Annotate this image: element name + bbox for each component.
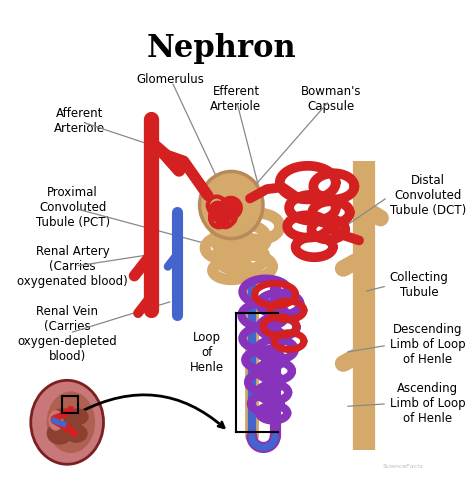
- Text: Collecting
Tubule: Collecting Tubule: [390, 271, 449, 299]
- Ellipse shape: [31, 380, 103, 464]
- Text: Bowman's
Capsule: Bowman's Capsule: [301, 85, 361, 113]
- Text: Afferent
Arteriole: Afferent Arteriole: [54, 107, 105, 135]
- Text: Nephron: Nephron: [146, 34, 296, 65]
- Text: Proximal
Convoluted
Tubule (PCT): Proximal Convoluted Tubule (PCT): [36, 186, 110, 229]
- Bar: [62, 396, 78, 413]
- Text: Renal Vein
(Carries
oxygen-depleted
blood): Renal Vein (Carries oxygen-depleted bloo…: [17, 305, 117, 363]
- Text: Descending
Limb of Loop
of Henle: Descending Limb of Loop of Henle: [390, 323, 465, 366]
- Ellipse shape: [65, 424, 88, 443]
- Ellipse shape: [46, 423, 73, 445]
- Text: Loop
of
Henle: Loop of Henle: [190, 331, 224, 374]
- Text: Glomerulus: Glomerulus: [137, 72, 205, 86]
- Ellipse shape: [62, 417, 76, 432]
- Ellipse shape: [200, 172, 263, 239]
- Ellipse shape: [50, 408, 74, 427]
- Circle shape: [215, 204, 232, 221]
- Text: Ascending
Limb of Loop
of Henle: Ascending Limb of Loop of Henle: [390, 382, 465, 425]
- Ellipse shape: [68, 408, 89, 425]
- Text: Renal Artery
(Carries
oxygenated blood): Renal Artery (Carries oxygenated blood): [18, 245, 128, 288]
- Text: ScienceFacts: ScienceFacts: [383, 463, 424, 469]
- Text: Efferent
Arteriole: Efferent Arteriole: [210, 85, 262, 113]
- Text: Distal
Convoluted
Tubule (DCT): Distal Convoluted Tubule (DCT): [390, 174, 466, 217]
- Ellipse shape: [48, 410, 64, 431]
- Ellipse shape: [46, 391, 95, 453]
